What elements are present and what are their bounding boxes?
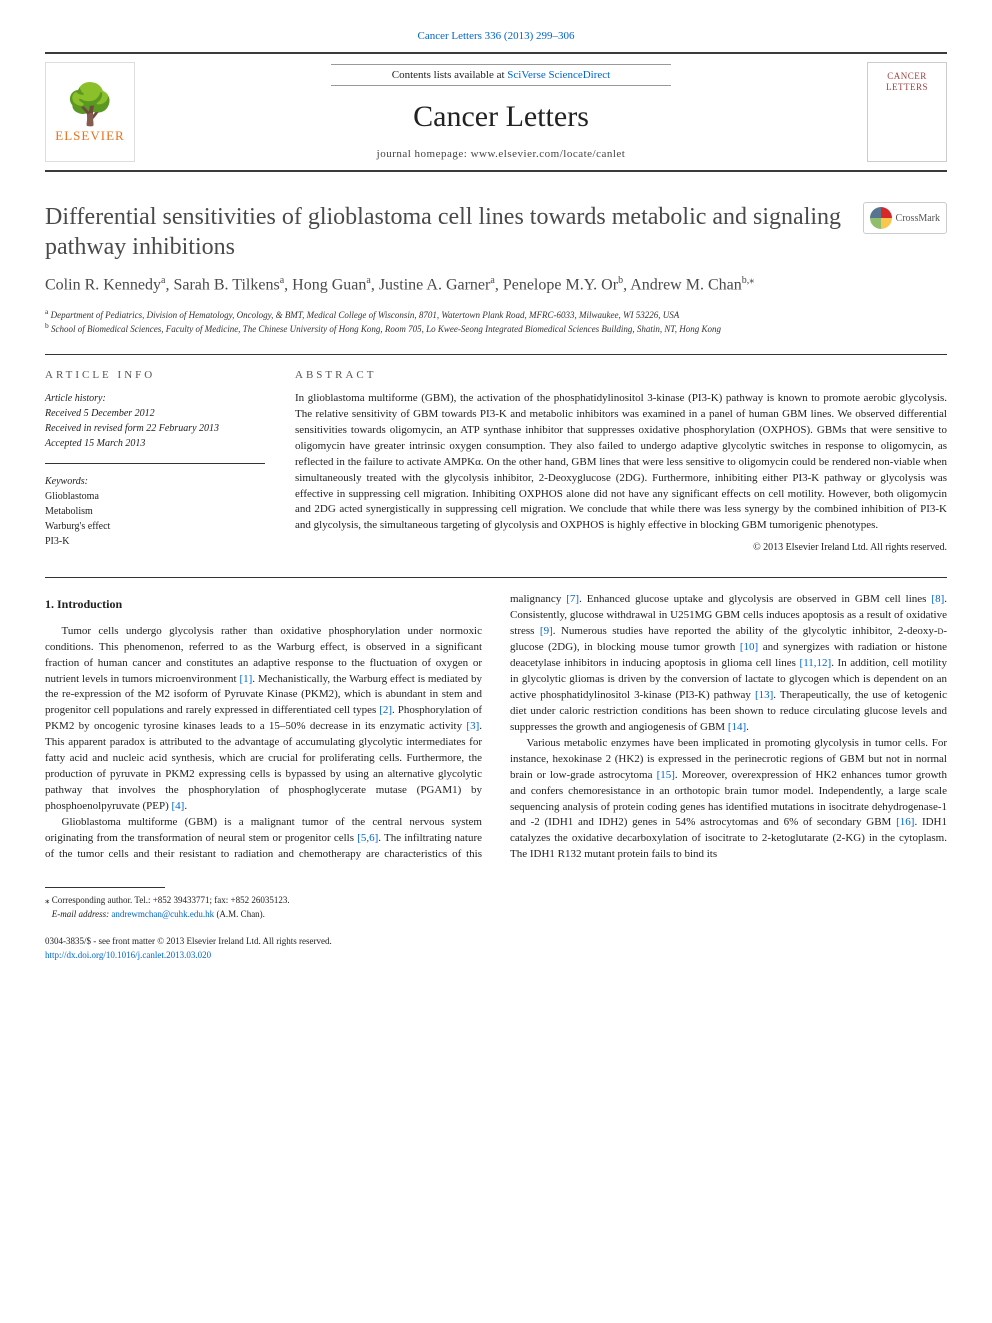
authors-line: Colin R. Kennedya, Sarah B. Tilkensa, Ho… (45, 274, 947, 297)
ref-link[interactable]: [14] (728, 721, 746, 733)
cover-title-1: CANCER (887, 71, 927, 82)
footnote-rule (45, 887, 165, 888)
ref-link[interactable]: [8] (931, 593, 944, 605)
contents-lists-line: Contents lists available at SciVerse Sci… (331, 64, 671, 86)
ref-link[interactable]: [11,12] (800, 657, 832, 669)
section-heading: 1. Introduction (45, 596, 482, 613)
author: Justine A. Garner (379, 276, 491, 293)
email-label: E-mail address: (52, 909, 112, 919)
citation-line: Cancer Letters 336 (2013) 299–306 (45, 30, 947, 42)
author: Sarah B. Tilkens (173, 276, 279, 293)
journal-cover-thumb[interactable]: CANCER LETTERS (867, 62, 947, 162)
journal-header: 🌳 ELSEVIER Contents lists available at S… (45, 52, 947, 172)
ref-link[interactable]: [13] (755, 689, 773, 701)
article-history: Article history: Received 5 December 201… (45, 391, 265, 464)
contents-prefix: Contents lists available at (392, 69, 507, 81)
ref-link[interactable]: [10] (740, 641, 758, 653)
header-center: Contents lists available at SciVerse Sci… (135, 64, 867, 160)
homepage-label: journal homepage: (377, 148, 471, 160)
copyright-line: 0304-3835/$ - see front matter © 2013 El… (45, 935, 947, 949)
abstract-text: In glioblastoma multiforme (GBM), the ac… (295, 391, 947, 534)
aff-sup: b,⁎ (742, 275, 755, 286)
aff-sup: a (366, 275, 370, 286)
sciverse-link[interactable]: SciVerse ScienceDirect (507, 69, 610, 81)
affiliation-a: Department of Pediatrics, Division of He… (51, 310, 680, 320)
cover-title-2: LETTERS (886, 82, 928, 93)
keyword: Glioblastoma (45, 489, 265, 504)
aff-sup: a (161, 275, 165, 286)
crossmark-icon (870, 207, 892, 229)
ref-link[interactable]: [4] (171, 800, 184, 812)
journal-name: Cancer Letters (135, 100, 867, 134)
keyword: Metabolism (45, 504, 265, 519)
email-suffix: (A.M. Chan). (214, 909, 265, 919)
keywords-label: Keywords: (45, 476, 265, 487)
author: Penelope M.Y. Or (503, 276, 618, 293)
ref-link[interactable]: [2] (379, 704, 392, 716)
crossmark-label: CrossMark (896, 213, 940, 224)
author: Hong Guan (292, 276, 366, 293)
front-matter-footer: 0304-3835/$ - see front matter © 2013 El… (45, 935, 947, 962)
abstract-copyright: © 2013 Elsevier Ireland Ltd. All rights … (295, 542, 947, 553)
affiliation-b: School of Biomedical Sciences, Faculty o… (51, 324, 721, 334)
ref-link[interactable]: [15] (657, 769, 675, 781)
homepage-url[interactable]: www.elsevier.com/locate/canlet (471, 148, 626, 160)
corresponding-author-note: ⁎ Corresponding author. Tel.: +852 39433… (45, 894, 947, 921)
paragraph: Various metabolic enzymes have been impl… (510, 736, 947, 864)
doi-link[interactable]: http://dx.doi.org/10.1016/j.canlet.2013.… (45, 950, 211, 960)
corr-text: Corresponding author. Tel.: +852 3943377… (50, 895, 290, 905)
divider (45, 577, 947, 578)
crossmark-badge[interactable]: CrossMark (863, 202, 947, 234)
affiliations: a Department of Pediatrics, Division of … (45, 307, 947, 336)
email-link[interactable]: andrewmchan@cuhk.edu.hk (111, 909, 214, 919)
keyword: Warburg's effect (45, 519, 265, 534)
aff-sup: a (490, 275, 494, 286)
author: Andrew M. Chan (630, 276, 742, 293)
citation-link[interactable]: Cancer Letters 336 (2013) 299–306 (417, 30, 574, 42)
paragraph: Tumor cells undergo glycolysis rather th… (45, 624, 482, 815)
author: Colin R. Kennedy (45, 276, 161, 293)
journal-homepage: journal homepage: www.elsevier.com/locat… (135, 148, 867, 160)
corresponding-marker-link[interactable]: ⁎ (749, 275, 754, 286)
elsevier-logo[interactable]: 🌳 ELSEVIER (45, 62, 135, 162)
aff-sup: b (618, 275, 623, 286)
history-received: Received 5 December 2012 (45, 406, 265, 421)
ref-link[interactable]: [16] (896, 816, 914, 828)
article-info-column: ARTICLE INFO Article history: Received 5… (45, 369, 265, 553)
abstract-label: ABSTRACT (295, 369, 947, 381)
elsevier-name: ELSEVIER (55, 128, 124, 144)
history-revised: Received in revised form 22 February 201… (45, 421, 265, 436)
aff-sup: a (280, 275, 284, 286)
article-title: Differential sensitivities of glioblasto… (45, 202, 845, 262)
history-label: Article history: (45, 391, 265, 406)
history-accepted: Accepted 15 March 2013 (45, 436, 265, 451)
ref-link[interactable]: [1] (239, 673, 252, 685)
ref-link[interactable]: [7] (566, 593, 579, 605)
abstract-column: ABSTRACT In glioblastoma multiforme (GBM… (295, 369, 947, 553)
keyword: PI3-K (45, 534, 265, 549)
article-info-label: ARTICLE INFO (45, 369, 265, 381)
divider (45, 354, 947, 355)
elsevier-tree-icon: 🌳 (65, 81, 115, 128)
ref-link[interactable]: [3] (466, 720, 479, 732)
keywords-list: Glioblastoma Metabolism Warburg's effect… (45, 489, 265, 549)
body-text: 1. Introduction Tumor cells undergo glyc… (45, 592, 947, 863)
ref-link[interactable]: [5,6] (357, 832, 378, 844)
ref-link[interactable]: [9] (540, 625, 553, 637)
